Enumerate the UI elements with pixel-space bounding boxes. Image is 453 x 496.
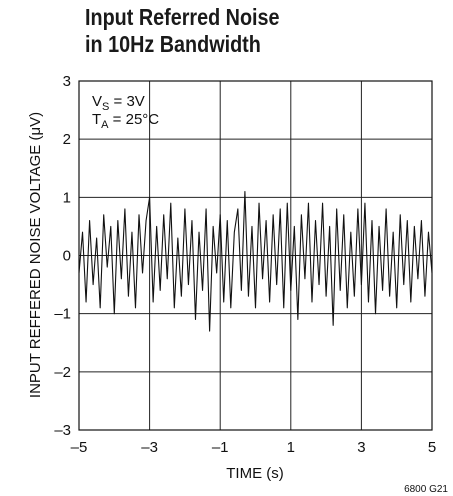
grid-lines <box>79 81 432 430</box>
x-tick-label: –3 <box>141 439 158 456</box>
x-tick-label: –5 <box>71 439 88 456</box>
y-tick-label: 0 <box>63 248 71 265</box>
noise-series <box>78 190 433 332</box>
x-tick-label: 1 <box>287 439 295 456</box>
y-tick-label: –1 <box>54 306 71 323</box>
y-tick-label: –3 <box>54 422 71 439</box>
supply-voltage-annotation: VS = 3V <box>92 93 145 113</box>
y-axis-label: INPUT REFFERED NOISE VOLTAGE (μV) <box>27 112 44 398</box>
chart-title-line-2: in 10Hz Bandwidth <box>85 31 261 57</box>
x-tick-label: 5 <box>428 439 436 456</box>
x-axis-label: TIME (s) <box>226 465 284 482</box>
x-tick-label: 3 <box>357 439 365 456</box>
y-tick-label: 3 <box>63 73 71 90</box>
y-tick-label: –2 <box>54 364 71 381</box>
x-tick-label: –1 <box>212 439 229 456</box>
chart-title-line-1: Input Referred Noise <box>85 4 280 30</box>
vs-sub: S <box>102 101 109 113</box>
y-tick-label: 2 <box>63 131 71 148</box>
ta-main: T <box>92 111 101 128</box>
figure-code: 6800 G21 <box>404 484 448 495</box>
chart-title: Input Referred Noise in 10Hz Bandwidth <box>85 4 280 58</box>
ta-sub: A <box>101 119 109 131</box>
plot-frame <box>78 80 433 431</box>
ta-rest: = 25°C <box>109 111 160 128</box>
vs-main: V <box>92 93 102 110</box>
temperature-annotation: TA = 25°C <box>92 111 159 131</box>
y-tick-label: 1 <box>63 189 71 206</box>
vs-rest: = 3V <box>109 93 144 110</box>
noise-trace <box>78 190 433 332</box>
